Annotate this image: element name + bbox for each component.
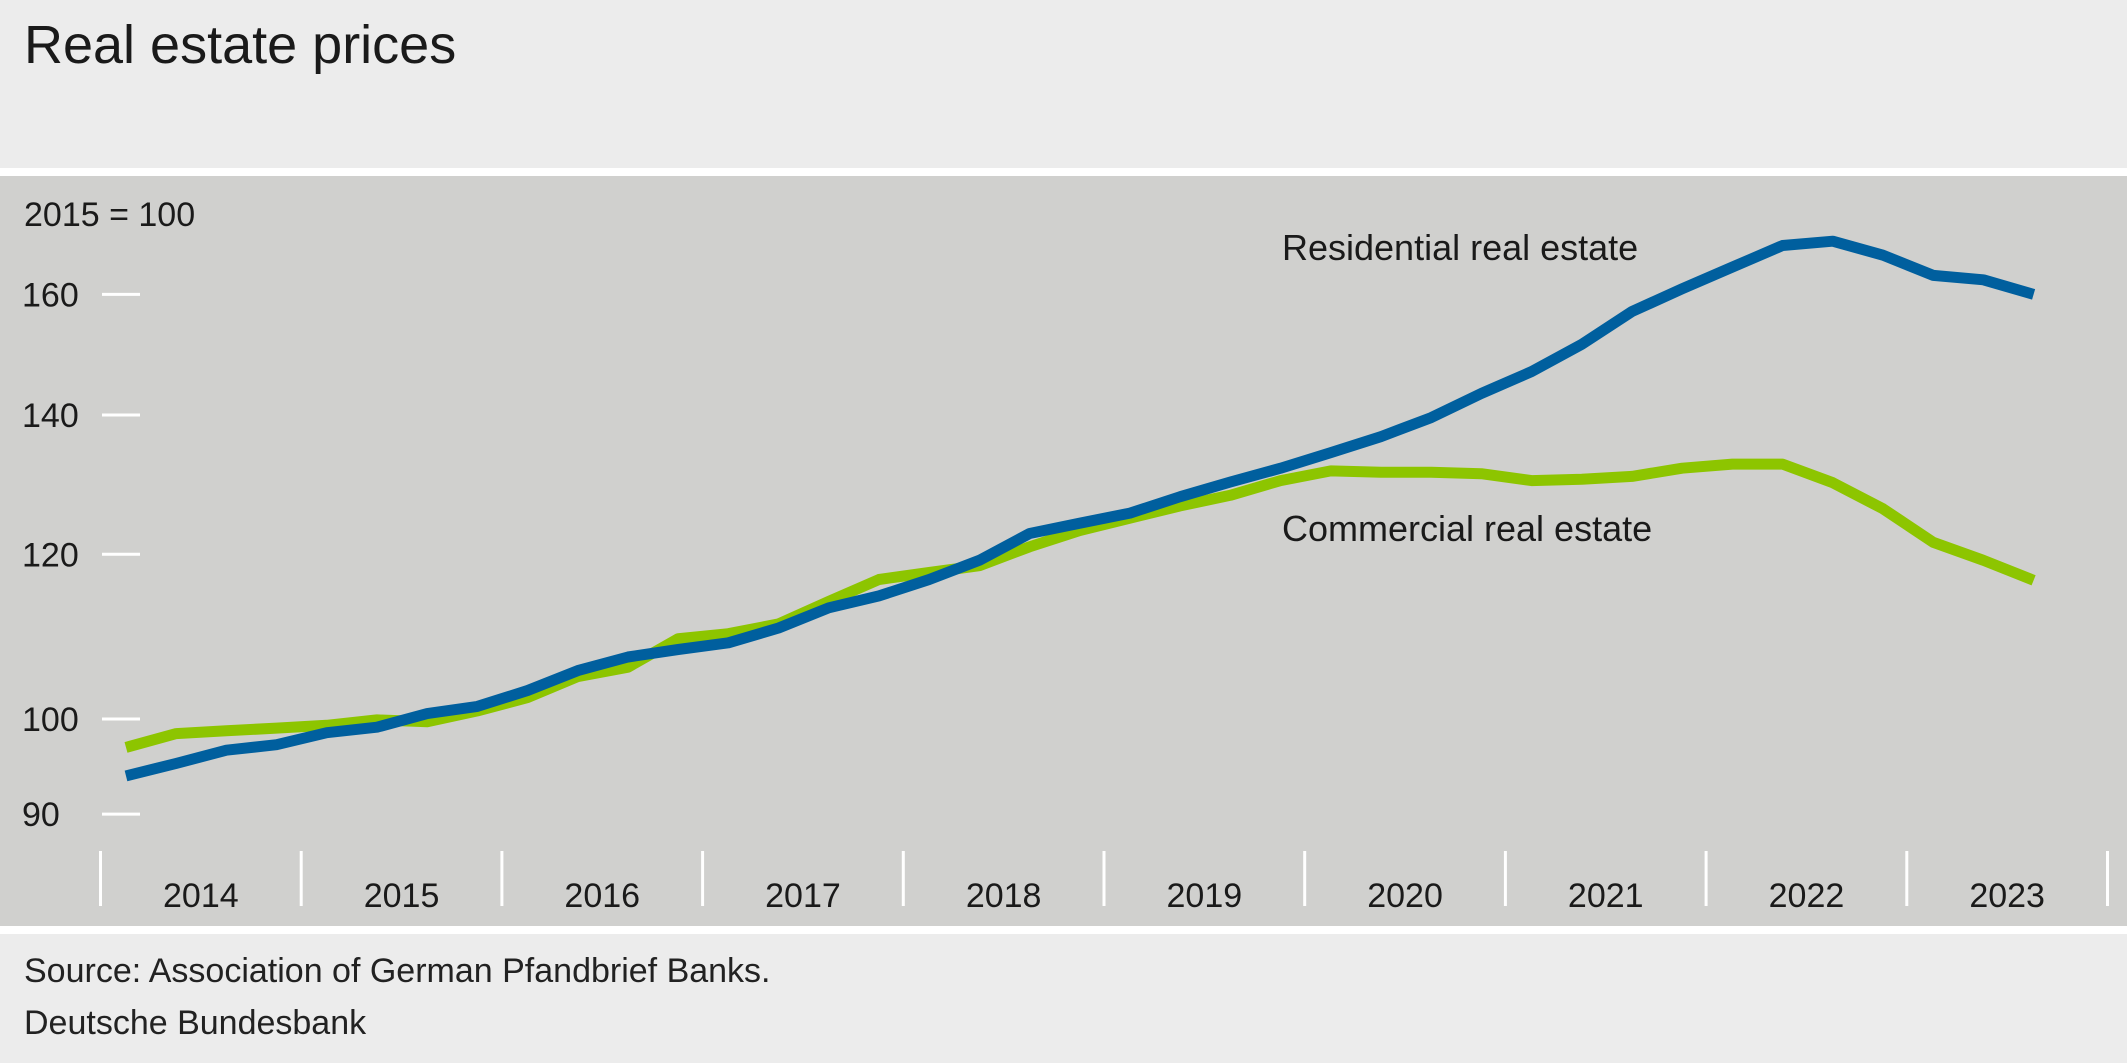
x-tick-label: 2021 [1568,877,1644,915]
plot-area [0,176,2127,926]
x-tick-label: 2019 [1167,877,1243,915]
chart-title: Real estate prices [24,15,457,75]
series-label-commercial: Commercial real estate [1282,508,1652,549]
y-tick-label: 160 [22,276,79,314]
y-tick-label: 140 [22,397,79,435]
x-tick-label: 2022 [1769,877,1845,915]
x-tick-label: 2016 [564,877,640,915]
source-note: Source: Association of German Pfandbrief… [24,952,771,990]
series-line-commercial [124,458,2036,753]
y-tick-label: 120 [22,536,79,574]
y-tick-label: 100 [22,701,79,739]
divider [0,168,2127,176]
series-label-residential: Residential real estate [1282,227,1638,268]
x-tick-label: 2017 [765,877,841,915]
x-tick-label: 2015 [364,877,440,915]
series-line-residential [124,235,2036,782]
publisher-note: Deutsche Bundesbank [24,1004,367,1042]
divider [0,926,2127,934]
y-axis-unit: 2015 = 100 [24,196,195,234]
x-tick-label: 2020 [1367,877,1443,915]
x-tick-label: 2014 [163,877,239,915]
y-tick-label: 90 [22,796,60,834]
x-tick-label: 2023 [1969,877,2045,915]
x-tick-label: 2018 [966,877,1042,915]
